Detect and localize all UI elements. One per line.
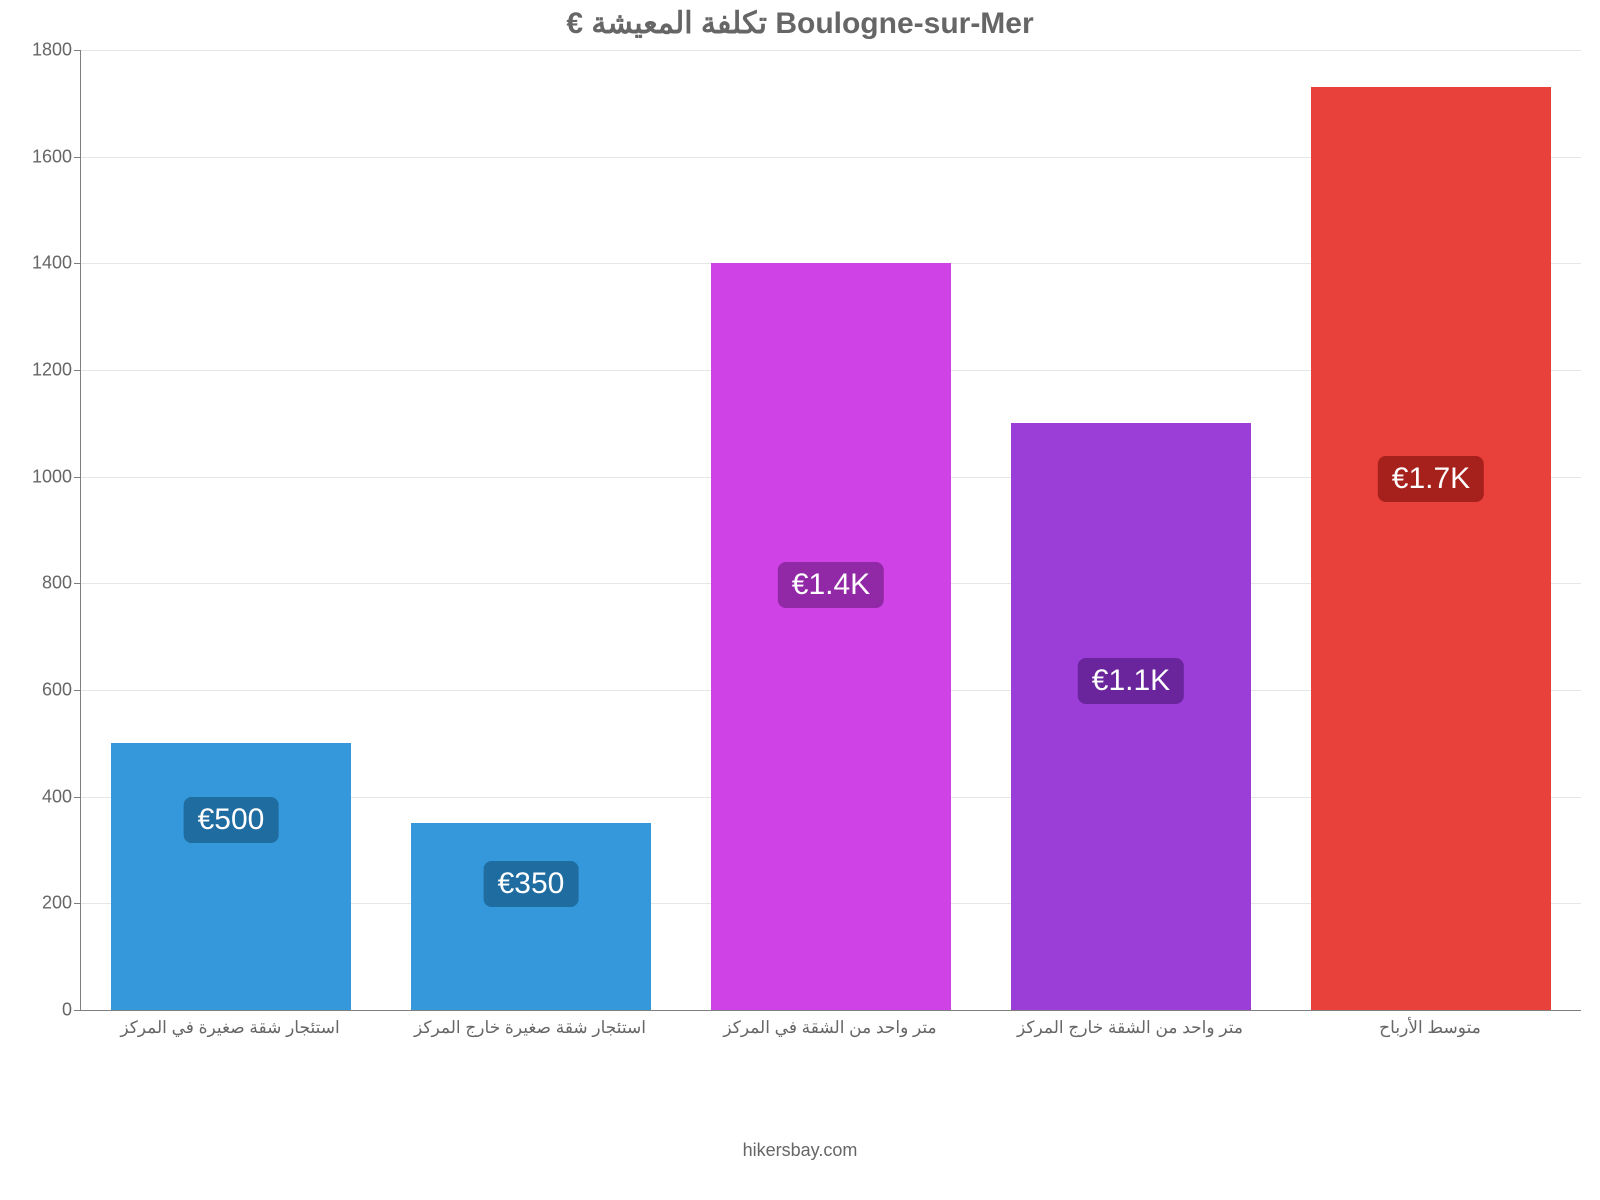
- y-tick-label: 1800: [12, 40, 72, 61]
- y-tick-label: 400: [12, 786, 72, 807]
- x-category-label: متر واحد من الشقة في المركز: [723, 1018, 936, 1038]
- y-tick-label: 800: [12, 573, 72, 594]
- x-category-label: متوسط الأرباح: [1379, 1018, 1481, 1038]
- y-tick-label: 0: [12, 1000, 72, 1021]
- y-tick-label: 200: [12, 893, 72, 914]
- x-category-label: استئجار شقة صغيرة خارج المركز: [414, 1018, 646, 1038]
- bar: €1.4K: [711, 263, 951, 1010]
- y-tick-label: 1600: [12, 146, 72, 167]
- y-tick-label: 1200: [12, 360, 72, 381]
- y-tick-label: 1400: [12, 253, 72, 274]
- y-tick-label: 600: [12, 680, 72, 701]
- x-category-label: استئجار شقة صغيرة في المركز: [120, 1018, 339, 1038]
- bar-value-label: €1.4K: [778, 562, 884, 608]
- chart-title: € تكلفة المعيشة Boulogne-sur-Mer: [0, 6, 1600, 41]
- gridline: [81, 50, 1581, 51]
- cost-of-living-chart: € تكلفة المعيشة Boulogne-sur-Mer 0 200 400…: [0, 0, 1600, 1200]
- bar: €500: [111, 743, 351, 1010]
- bar: €350: [411, 823, 651, 1010]
- bar-value-label: €1.7K: [1378, 456, 1484, 502]
- chart-source: hikersbay.com: [0, 1140, 1600, 1161]
- bar-value-label: €500: [184, 797, 279, 843]
- x-category-label: متر واحد من الشقة خارج المركز: [1017, 1018, 1243, 1038]
- bar: €1.7K: [1311, 87, 1551, 1010]
- bar: €1.1K: [1011, 423, 1251, 1010]
- y-tick-label: 1000: [12, 466, 72, 487]
- bar-value-label: €1.1K: [1078, 658, 1184, 704]
- plot-area: €500 €350 €1.4K €1.1K €1.7K: [80, 50, 1581, 1011]
- bar-value-label: €350: [484, 861, 579, 907]
